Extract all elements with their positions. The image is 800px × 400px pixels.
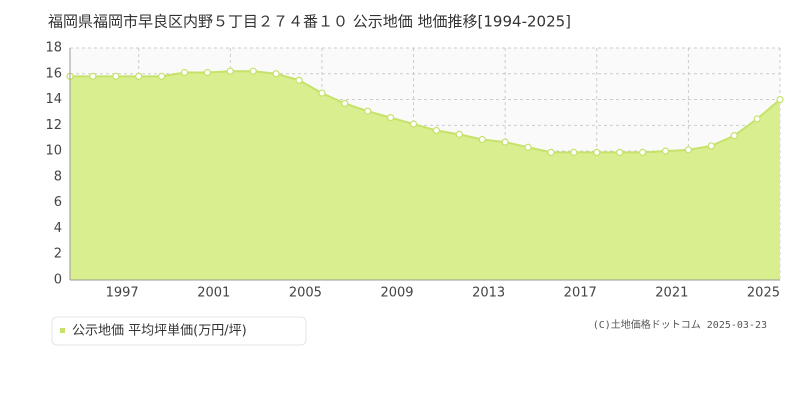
point [180, 68, 189, 77]
point [203, 68, 212, 77]
y-tick-label: 4 [54, 221, 62, 236]
point [364, 107, 372, 115]
legend-label: 公示地価 平均坪単価(万円/坪) [72, 323, 247, 339]
x-tick-label: 2021 [655, 286, 688, 301]
legend-swatch [60, 328, 65, 333]
point [455, 130, 463, 138]
point [707, 142, 715, 150]
point [432, 126, 441, 135]
x-tick-label: 2005 [289, 286, 322, 301]
point [616, 148, 624, 156]
y-tick-label: 12 [45, 118, 62, 133]
point [478, 135, 486, 144]
point [570, 148, 578, 156]
y-tick-label: 6 [54, 195, 62, 210]
point [249, 67, 257, 75]
point [730, 132, 738, 140]
x-tick-label: 1997 [106, 286, 139, 301]
y-tick-label: 10 [45, 144, 62, 159]
area-fill [70, 71, 780, 280]
y-tick-label: 0 [54, 273, 62, 288]
y-tick-label: 14 [45, 92, 62, 107]
point [593, 148, 601, 156]
y-tick-label: 16 [45, 66, 62, 81]
y-tick-label: 2 [54, 247, 62, 262]
point [112, 72, 120, 80]
point [776, 95, 784, 104]
point [684, 146, 692, 154]
chart-title: 福岡県福岡市早良区内野５丁目２７４番１０ 公示地価 地価推移[1994-2025… [48, 13, 571, 31]
x-tick-label: 2017 [564, 286, 597, 301]
point [661, 147, 670, 155]
point [318, 89, 326, 97]
x-tick-label: 2013 [472, 286, 505, 301]
legend-box [51, 316, 307, 346]
x-tick-label: 2009 [380, 286, 413, 301]
copyright: (C)土地価格ドットコム 2025-03-23 [593, 318, 767, 331]
point [89, 72, 97, 80]
point [226, 67, 234, 75]
point [272, 70, 280, 78]
point [753, 115, 761, 123]
point [295, 76, 303, 84]
point [547, 148, 555, 156]
line [70, 70, 781, 154]
point [524, 143, 532, 151]
point [501, 138, 509, 146]
x-tick-label: 2001 [197, 286, 230, 301]
y-tick-label: 8 [54, 169, 62, 184]
point [409, 120, 418, 128]
y-tick-label: 18 [45, 41, 62, 56]
x-tick-label: 2025 [747, 286, 780, 301]
point [341, 99, 349, 108]
point [638, 148, 647, 156]
point [135, 72, 143, 80]
point [387, 113, 395, 122]
point [158, 72, 166, 80]
